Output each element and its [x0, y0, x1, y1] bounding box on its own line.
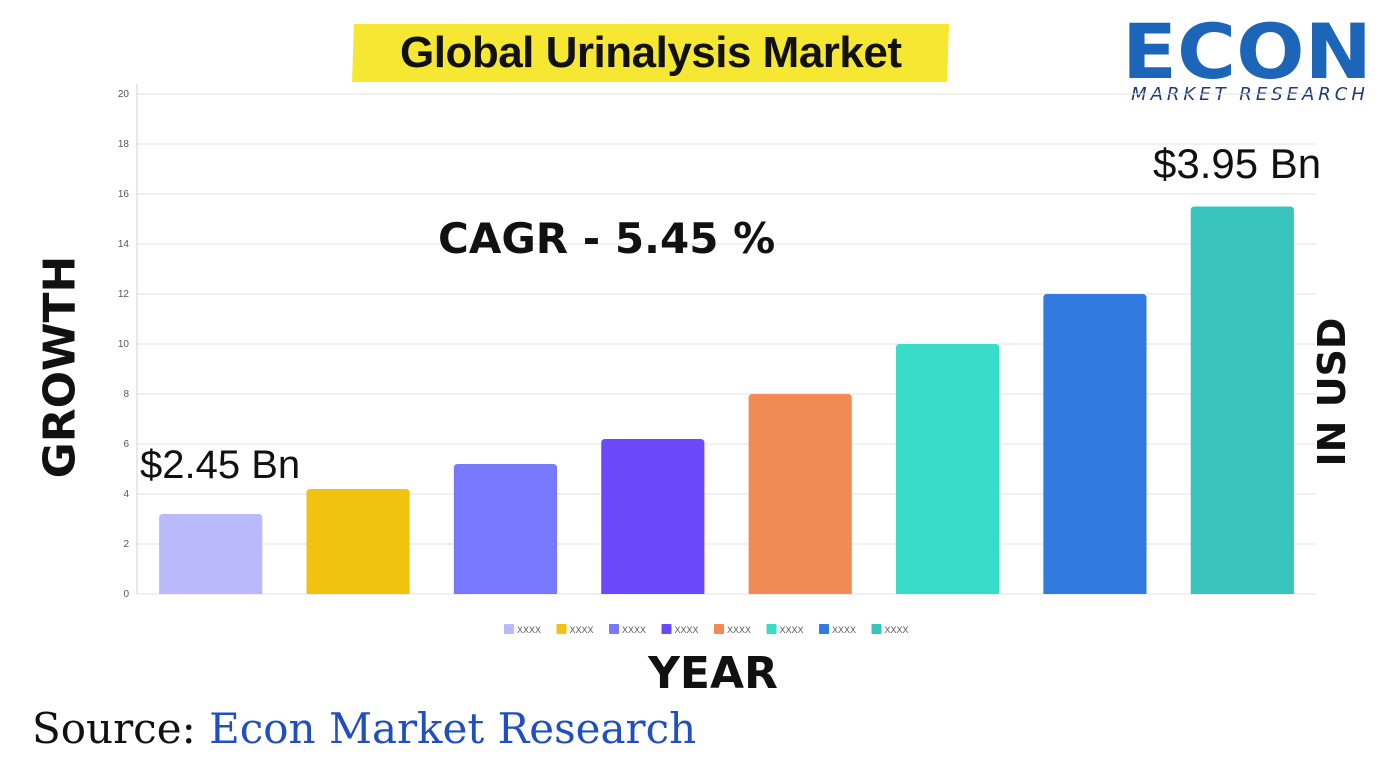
y-axis-ticks: 0 2 4 6 8 10 12 14 16 18 20	[118, 89, 130, 600]
legend-label: XXXX	[675, 625, 699, 635]
start-value-annotation: $2.45 Bn	[140, 443, 301, 487]
econ-logo-mark: ECON	[1122, 10, 1372, 90]
y-tick-label: 2	[123, 539, 129, 550]
legend-swatch	[504, 624, 514, 634]
legend-swatch	[609, 624, 619, 634]
legend-swatch	[714, 624, 724, 634]
legend-label: XXXX	[885, 625, 909, 635]
bar	[159, 514, 263, 594]
legend-label: XXXX	[622, 625, 646, 635]
y-tick-label: 14	[118, 239, 130, 250]
bars	[159, 206, 1294, 594]
y-tick-label: 20	[118, 89, 130, 100]
bar	[895, 344, 1000, 594]
y-tick-label: 8	[123, 389, 129, 400]
bar	[306, 489, 410, 594]
y-tick-label: 16	[118, 189, 130, 200]
y-tick-label: 10	[118, 339, 130, 350]
bar	[453, 464, 558, 594]
legend-label: XXXX	[727, 625, 751, 635]
cagr-annotation: CAGR - 5.45 %	[438, 214, 776, 263]
legend-swatch	[819, 624, 829, 634]
y-tick-label: 18	[118, 139, 130, 150]
bar	[1043, 294, 1147, 594]
legend-label: XXXX	[780, 625, 804, 635]
end-value-annotation: $3.95 Bn	[1153, 140, 1322, 187]
source-line: Source: Econ Market Research	[32, 704, 696, 753]
y-tick-label: 0	[123, 589, 129, 600]
bar	[748, 394, 852, 594]
legend: XXXX XXXX XXXX XXXX XXXX XXXX XXXX XXXX	[504, 624, 909, 635]
legend-label: XXXX	[517, 625, 541, 635]
y-tick-label: 6	[123, 439, 129, 450]
legend-label: XXXX	[832, 625, 856, 635]
legend-swatch	[556, 624, 567, 634]
legend-swatch	[871, 624, 882, 634]
source-prefix: Source:	[32, 704, 196, 753]
bar	[1190, 206, 1294, 594]
y-tick-label: 12	[118, 289, 130, 300]
bar	[601, 439, 705, 594]
legend-label: XXXX	[570, 625, 594, 635]
legend-swatch	[661, 624, 672, 634]
logo-wordmark: ECON	[1122, 10, 1372, 90]
y-axis-label-right: IN USD	[1310, 317, 1354, 467]
x-axis-label: YEAR	[648, 648, 778, 699]
legend-swatch	[766, 624, 777, 634]
source-name: Econ Market Research	[195, 704, 697, 753]
y-axis-label-left: GROWTH	[34, 255, 86, 479]
y-tick-label: 4	[123, 489, 129, 500]
